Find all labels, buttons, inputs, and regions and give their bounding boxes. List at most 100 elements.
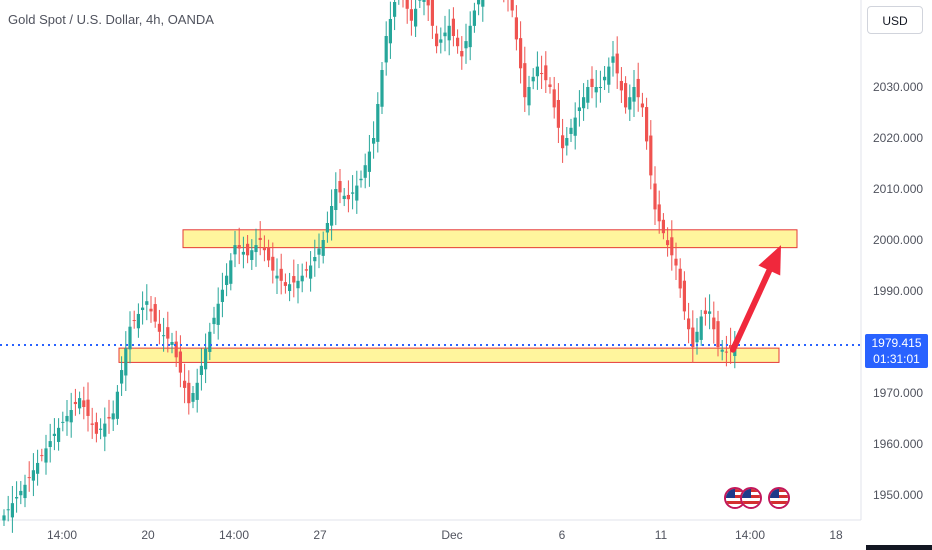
support-zone[interactable] [118,347,780,363]
resistance-zone[interactable] [182,229,798,249]
us-flag-icon[interactable] [740,487,762,509]
candle-body [111,413,115,420]
candle-body [405,0,409,9]
candle-body [346,194,350,200]
candle-body [241,251,245,255]
candle-body [678,268,682,289]
candle-body [670,237,674,256]
price-tick-label: 2030.000 [873,80,923,94]
candle-body [422,0,426,2]
candle-body [23,484,27,499]
candle-body [132,320,136,322]
zones-layer [118,229,798,363]
candle-body [703,310,707,314]
candle-body [246,243,250,256]
forecast-arrow-shaft [730,267,773,353]
candle-body [300,275,304,282]
candle-body [367,151,371,172]
time-tick-label: 14:00 [47,528,77,542]
time-tick-label: 27 [313,528,327,542]
price-tick-label: 2010.000 [873,182,923,196]
candle-body [519,38,523,69]
candle-body [582,97,586,109]
candle-body [124,348,128,376]
candle-body [653,183,657,210]
candle-body [334,189,338,211]
candle-body [729,344,733,349]
candle-body [666,240,670,246]
candle-body [271,256,275,271]
candle-body [632,87,636,102]
candle-body [661,219,665,234]
candle-body [250,250,254,260]
price-tick-label: 1950.000 [873,488,923,502]
candle-body [409,9,413,21]
candle-body [712,317,716,330]
candle-body [481,0,485,7]
candle-body [649,135,653,176]
candle-body [31,470,35,481]
time-tick-label: 14:00 [735,528,765,542]
candle-body [552,89,556,108]
candle-body [338,181,342,193]
candle-body [590,78,594,87]
price-axis[interactable]: 2030.000 2020.000 2010.000 2000.000 1990.000… [873,80,923,502]
candle-body [330,206,334,226]
candle-body [426,0,430,6]
candle-body [170,342,174,345]
candle-body [376,104,380,142]
candle-body [577,107,581,112]
candle-body [611,56,615,63]
candle-body [195,382,199,400]
candle-body [128,326,132,350]
economic-events[interactable] [724,487,794,513]
candle-body [52,433,56,436]
price-tick-label: 2020.000 [873,131,923,145]
candle-body [523,63,527,98]
current-price-badge: 1979.415 01:31:01 [865,334,928,368]
candle-body [267,247,271,261]
candle-body [317,248,321,255]
candle-body [48,441,52,448]
candle-body [178,351,182,373]
forecast-arrow-head [758,245,781,276]
candle-body [325,223,329,233]
candle-body [615,53,619,74]
candle-body [447,25,451,41]
bottom-toolbar-edge [866,545,932,550]
candle-body [204,348,208,370]
candle-body [477,0,481,5]
candle-body [472,10,476,26]
candle-body [279,268,283,281]
candle-body [321,240,325,256]
candle-body [456,37,460,47]
us-flag-icon[interactable] [768,487,790,509]
candle-body [19,490,23,496]
candle-body [237,245,241,249]
candle-body [645,107,649,142]
candle-body [393,1,397,17]
currency-button[interactable]: USD [867,6,923,34]
candle-body [540,73,544,75]
candle-body [342,195,346,200]
candle-body [99,428,103,430]
candle-body [166,327,170,339]
candle-body [657,204,661,222]
candle-body [304,269,308,271]
time-axis[interactable]: 14:00 20 14:00 27 Dec 6 11 14:00 18 [47,528,843,542]
candle-body [384,36,388,63]
candle-body [510,0,514,11]
candle-body [208,331,212,352]
candle-body [115,391,119,419]
candle-body [69,410,73,423]
candle-body [2,515,6,521]
candle-body [36,462,40,474]
candle-body [628,97,632,110]
candle-body [586,87,590,103]
candle-body [149,308,153,312]
candle-body [535,66,539,77]
candle-body [464,41,468,49]
candle-body [548,84,552,87]
